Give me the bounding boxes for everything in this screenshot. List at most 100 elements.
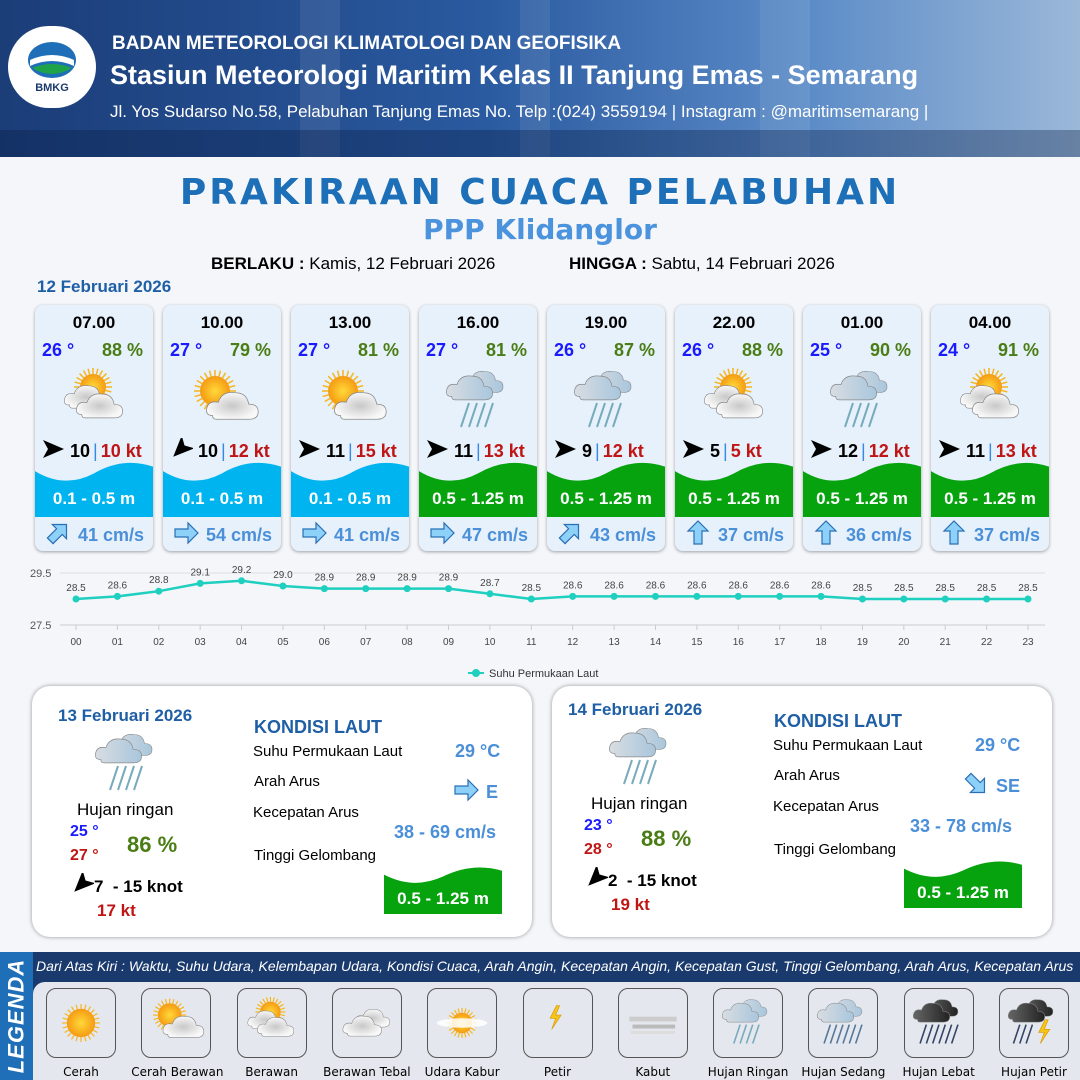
x-tick-label: 05 <box>277 637 289 648</box>
sst-label: Suhu Permukaan Laut <box>253 743 403 760</box>
legend-udara-kabur-icon <box>427 988 498 1058</box>
bmkg-logo: BMKG <box>8 26 96 108</box>
forecast-time: 10.00 <box>200 313 244 332</box>
humidity: 81 % <box>357 340 399 360</box>
separator: | <box>988 441 993 461</box>
y-tick-label: 27.5 <box>30 620 51 632</box>
legend-area <box>33 982 1080 1080</box>
page-subtitle: PPP Klidanglor <box>423 213 657 246</box>
weather-hujan-ringan-icon <box>90 726 166 807</box>
current-speed-label: Kecepatan Arus <box>773 798 879 815</box>
humidity: 88 % <box>101 340 143 360</box>
forecast-time: 22.00 <box>712 313 756 332</box>
data-point <box>776 592 784 600</box>
forecast-time: 16.00 <box>456 313 500 332</box>
data-point <box>320 585 328 593</box>
air-temperature: 27 ° <box>170 340 203 360</box>
forecast-card: 22.00 26 ° 88 % 5 | 5 kt 0.5 - 1.25 m 37 c… <box>675 305 793 551</box>
sst-chart: 29.5 27.5 28.5 00 28.6 01 28.8 02 29.1 03 29.2 04 29… <box>30 565 1045 680</box>
weather-berawan-icon <box>953 363 1029 439</box>
x-tick-label: 17 <box>774 637 786 648</box>
gust-speed: 13 kt <box>483 441 525 461</box>
gust-speed: 12 kt <box>868 441 910 461</box>
legend-cerah-icon <box>46 988 116 1058</box>
data-point <box>113 592 121 600</box>
forecast-time: 07.00 <box>72 313 116 332</box>
forecast-card: 04.00 24 ° 91 % 11 | 13 kt 0.5 - 1.25 m 37… <box>931 305 1049 551</box>
forecast-card: 10.00 27 ° 79 % 10 | 12 kt 0.1 - 0.5 m 54 … <box>163 305 281 551</box>
air-temperature: 27 ° <box>298 340 331 360</box>
separator: | <box>93 441 98 461</box>
wind-direction-icon <box>425 438 449 465</box>
max-temperature: 28 ° <box>584 841 613 858</box>
condition-label: Hujan ringan <box>591 794 688 813</box>
wave-shape <box>803 461 921 517</box>
wave-height: 0.1 - 0.5 m <box>52 489 136 508</box>
data-label: 28.7 <box>480 578 500 589</box>
data-point <box>486 590 494 598</box>
page-title: PRAKIRAAN CUACA PELABUHAN <box>179 172 901 213</box>
data-label: 28.5 <box>977 583 997 594</box>
data-label: 28.6 <box>646 580 666 591</box>
wind-direction-icon <box>809 438 833 465</box>
data-label: 28.6 <box>604 580 624 591</box>
wind-speed: 11 <box>966 441 986 461</box>
wave-shape <box>547 461 665 517</box>
wave-shape <box>35 461 153 517</box>
data-point <box>72 595 80 603</box>
valid-from: BERLAKU : Kamis, 12 Februari 2026 <box>211 254 495 274</box>
data-point <box>941 595 949 603</box>
weather-hujan-ringan-icon <box>441 363 517 439</box>
legend-item-label: Berawan Tebal <box>323 1065 411 1079</box>
legend-petir-icon <box>522 988 593 1058</box>
separator: | <box>348 441 353 461</box>
weather-berawan-icon <box>57 363 133 439</box>
valid-to-date: Sabtu, 14 Februari 2026 <box>651 254 835 273</box>
humidity: 88 % <box>741 340 783 360</box>
wind-speed: 10 <box>70 441 91 461</box>
daily-forecast-panel: 14 Februari 2026 Hujan ringan 23 ° 28 ° … <box>552 686 1052 937</box>
wind-info: 7 - 15 knot <box>70 870 183 900</box>
legend-item: Berawan <box>227 988 317 1079</box>
wave-height: 0.5 - 1.25 m <box>688 489 780 508</box>
gust-speed: 13 kt <box>995 441 1037 461</box>
wind-speed: 11 <box>454 441 474 461</box>
forecast-card: 19.00 26 ° 87 % 9 | 12 kt 0.5 - 1.25 m 43 … <box>547 305 665 551</box>
current-speed: 37 cm/s <box>717 525 785 545</box>
valid-from-label: BERLAKU : <box>211 254 305 273</box>
data-point <box>817 592 825 600</box>
current-speed: 54 cm/s <box>205 525 273 545</box>
station-address: Jl. Yos Sudarso No.58, Pelabuhan Tanjung… <box>110 102 929 121</box>
legend-item-label: Cerah <box>63 1065 99 1079</box>
data-point <box>238 577 246 585</box>
humidity: 87 % <box>613 340 655 360</box>
legend-hujan-ringan-icon <box>713 988 784 1058</box>
current-direction-icon <box>940 519 968 551</box>
logo-text: BMKG <box>35 82 69 94</box>
weather-hujan-ringan-icon <box>569 363 645 439</box>
gust-speed: 5 kt <box>730 441 762 461</box>
current-direction-icon <box>428 519 456 551</box>
data-label: 28.6 <box>687 580 707 591</box>
humidity: 88 % <box>641 826 692 851</box>
wave-height-label: Tinggi Gelombang <box>254 847 377 864</box>
valid-to: HINGGA : Sabtu, 14 Februari 2026 <box>569 254 835 274</box>
current-direction-icon <box>452 776 480 809</box>
humidity: 79 % <box>229 340 271 360</box>
wind-direction-icon <box>553 438 577 465</box>
legend-item-label: Hujan Sedang <box>801 1065 886 1079</box>
gust-speed: 17 kt <box>97 901 136 920</box>
current-direction-value: SE <box>996 776 1021 796</box>
legend-item: Kabut <box>608 988 698 1079</box>
current-direction-icon <box>812 519 840 551</box>
current-speed: 36 cm/s <box>845 525 913 545</box>
wave-shape <box>675 461 793 517</box>
current-direction-icon <box>300 519 328 551</box>
forecast-card: 07.00 26 ° 88 % 10 | 10 kt 0.1 - 0.5 m 41 … <box>35 305 153 551</box>
data-label: 28.6 <box>811 580 831 591</box>
wave-height: 0.5 - 1.25 m <box>432 489 524 508</box>
data-point <box>610 592 618 600</box>
wave-height: 0.5 - 1.25 m <box>560 489 652 508</box>
current-direction-icon <box>172 519 200 551</box>
min-temperature: 23 ° <box>584 817 613 834</box>
